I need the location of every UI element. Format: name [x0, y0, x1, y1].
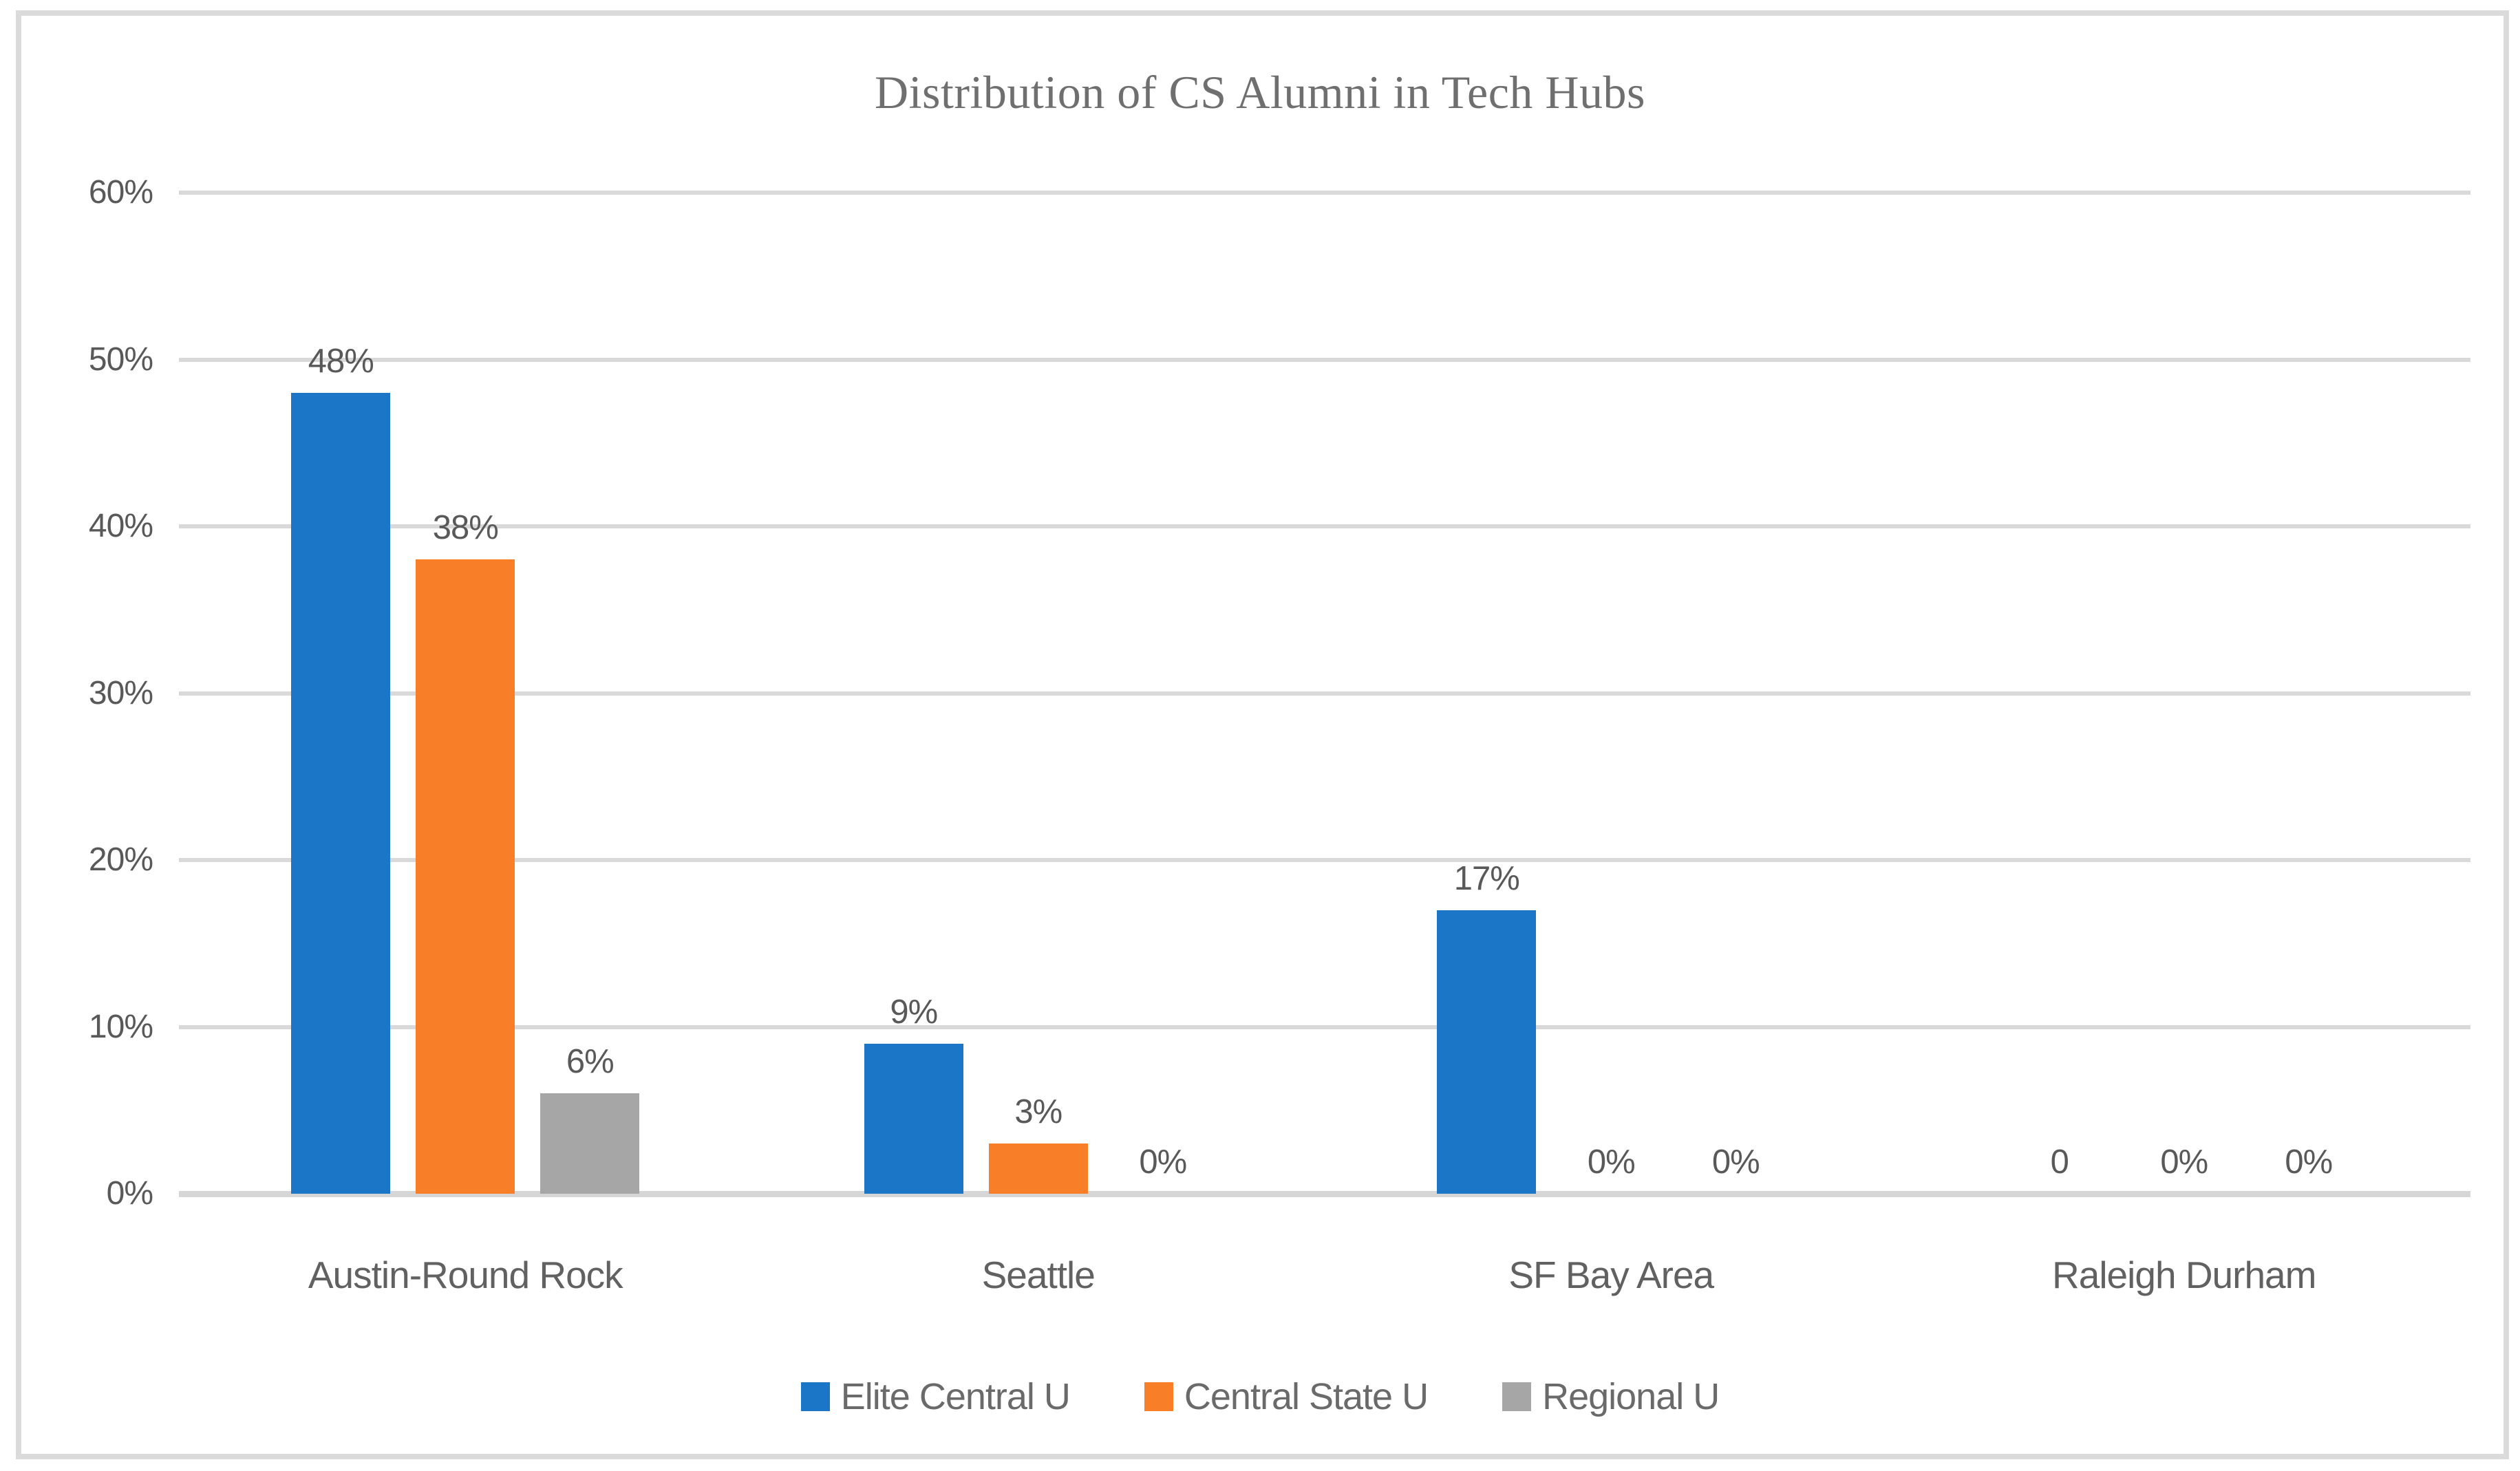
- gridline: [179, 691, 2470, 696]
- legend-item-elite-central-u: Elite Central U: [800, 1375, 1071, 1418]
- legend-swatch-icon: [800, 1382, 830, 1411]
- data-label: 6%: [566, 1043, 615, 1080]
- y-axis-tick-label: 20%: [88, 841, 153, 878]
- gridline: [179, 1024, 2470, 1029]
- gridline: [179, 357, 2470, 362]
- data-label: 48%: [308, 343, 374, 380]
- bar-elite-central-u-seattle: [864, 1044, 963, 1194]
- bar-elite-central-u-austin-round-rock: [291, 393, 391, 1194]
- bar-central-state-u-austin-round-rock: [416, 559, 515, 1194]
- legend-item-central-state-u: Central State U: [1144, 1375, 1429, 1418]
- y-axis-tick-label: 60%: [88, 174, 153, 211]
- x-axis-line: [179, 1191, 2470, 1197]
- data-label: 0: [2050, 1143, 2069, 1181]
- data-label: 0%: [1587, 1143, 1636, 1181]
- x-axis-category-label: Raleigh Durham: [2052, 1254, 2316, 1296]
- bar-regional-u-austin-round-rock: [540, 1093, 640, 1194]
- legend-swatch-icon: [1502, 1382, 1532, 1411]
- data-label: 0%: [2285, 1143, 2333, 1181]
- data-label: 0%: [1711, 1143, 1760, 1181]
- y-axis-tick-label: 30%: [88, 674, 153, 711]
- legend-label: Regional U: [1542, 1376, 1720, 1417]
- data-label: 0%: [2160, 1143, 2208, 1181]
- x-axis-category-label: Seattle: [981, 1254, 1096, 1296]
- gridline: [179, 524, 2470, 528]
- data-label: 38%: [432, 509, 499, 546]
- y-axis-tick-label: 40%: [88, 508, 153, 544]
- bar-central-state-u-seattle: [988, 1143, 1088, 1194]
- gridline: [179, 191, 2470, 195]
- data-label: 17%: [1453, 860, 1520, 897]
- x-axis-category-label: Austin-Round Rock: [308, 1254, 623, 1296]
- y-axis-tick-label: 0%: [106, 1175, 153, 1212]
- data-label: 0%: [1139, 1143, 1187, 1181]
- legend-item-regional-u: Regional U: [1502, 1375, 1720, 1418]
- legend-label: Central State U: [1184, 1376, 1429, 1417]
- gridline: [179, 858, 2470, 862]
- x-axis-category-label: SF Bay Area: [1508, 1254, 1714, 1296]
- data-label: 3%: [1014, 1093, 1063, 1130]
- legend-label: Elite Central U: [840, 1376, 1071, 1417]
- chart-title: Distribution of CS Alumni in Tech Hubs: [875, 65, 1645, 118]
- legend-swatch-icon: [1144, 1382, 1173, 1411]
- bar-elite-central-u-sf-bay-area: [1437, 910, 1537, 1194]
- data-label: 9%: [890, 994, 938, 1031]
- legend: Elite Central U Central State U Regional U: [0, 1368, 2520, 1426]
- y-axis-tick-label: 10%: [88, 1008, 153, 1045]
- y-axis-tick-label: 50%: [88, 341, 153, 378]
